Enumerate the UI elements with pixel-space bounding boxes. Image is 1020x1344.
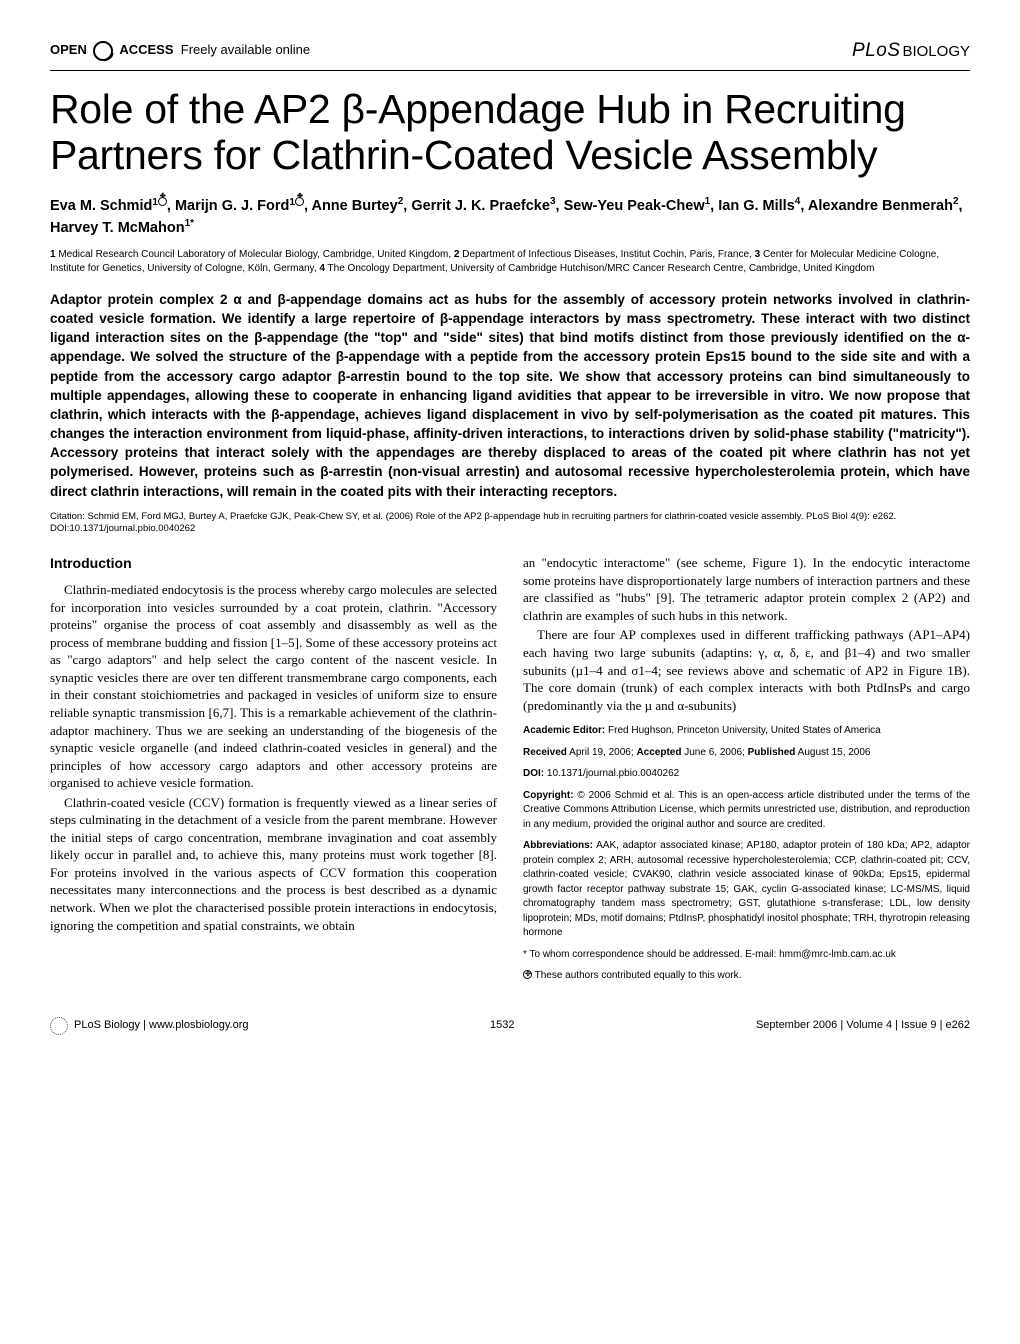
equal-contribution-note: ☯ These authors contributed equally to t… xyxy=(523,969,970,984)
column-left: Introduction Clathrin-mediated endocytos… xyxy=(50,554,497,990)
open-access-prefix: OPEN xyxy=(50,42,87,57)
citation: Citation: Schmid EM, Ford MGJ, Burtey A,… xyxy=(50,511,970,537)
page: OPEN ACCESS Freely available online PLoS… xyxy=(0,0,1020,1059)
author: Ian G. Mills4 xyxy=(718,198,800,214)
author: Sew-Yeu Peak-Chew1 xyxy=(564,198,711,214)
footer-issue-info: September 2006 | Volume 4 | Issue 9 | e2… xyxy=(756,1018,970,1033)
column-right: an "endocytic interactome" (see scheme, … xyxy=(523,554,970,990)
intro-paragraph-3: an "endocytic interactome" (see scheme, … xyxy=(523,554,970,624)
abbreviations: Abbreviations: AAK, adaptor associated k… xyxy=(523,839,970,941)
abstract: Adaptor protein complex 2 α and β-append… xyxy=(50,290,970,501)
author: Alexandre Benmerah2 xyxy=(808,198,959,214)
open-access-icon xyxy=(93,41,113,61)
top-bar: OPEN ACCESS Freely available online PLoS… xyxy=(50,38,970,71)
article-meta: Academic Editor: Fred Hughson, Princeton… xyxy=(523,724,970,984)
author: Marijn G. J. Ford1 xyxy=(175,198,304,214)
body-columns: Introduction Clathrin-mediated endocytos… xyxy=(50,554,970,990)
footer-journal-url: PLoS Biology | www.plosbiology.org xyxy=(74,1018,248,1033)
author: Eva M. Schmid1 xyxy=(50,198,167,214)
history-dates: Received April 19, 2006; Accepted June 6… xyxy=(523,746,970,761)
journal-logo-main: PLoS xyxy=(852,40,900,61)
section-heading-introduction: Introduction xyxy=(50,554,497,573)
journal-logo-sub: BIOLOGY xyxy=(902,43,970,60)
equal-contrib-icon xyxy=(158,197,167,206)
doi: DOI: 10.1371/journal.pbio.0040262 xyxy=(523,767,970,782)
intro-paragraph-4: There are four AP complexes used in diff… xyxy=(523,626,970,714)
author: Harvey T. McMahon1* xyxy=(50,220,194,236)
author: Anne Burtey2 xyxy=(311,198,403,214)
copyright: Copyright: © 2006 Schmid et al. This is … xyxy=(523,789,970,833)
article-title: Role of the AP2 β-Appendage Hub in Recru… xyxy=(50,87,970,179)
academic-editor: Academic Editor: Fred Hughson, Princeton… xyxy=(523,724,970,739)
open-access-suffix: ACCESS xyxy=(119,42,173,57)
intro-paragraph-1: Clathrin-mediated endocytosis is the pro… xyxy=(50,581,497,792)
author: Gerrit J. K. Praefcke3 xyxy=(411,198,555,214)
intro-paragraph-2: Clathrin-coated vesicle (CCV) formation … xyxy=(50,794,497,934)
journal-logo: PLoSBIOLOGY xyxy=(852,38,970,64)
page-footer: PLoS Biology | www.plosbiology.org 1532 … xyxy=(50,1017,970,1035)
corresponding-author: * To whom correspondence should be addre… xyxy=(523,948,970,963)
footer-page-number: 1532 xyxy=(490,1018,514,1033)
footer-left: PLoS Biology | www.plosbiology.org xyxy=(50,1017,248,1035)
open-access-tagline: Freely available online xyxy=(181,42,310,57)
open-access-badge: OPEN ACCESS Freely available online xyxy=(50,41,310,61)
author-list: Eva M. Schmid1, Marijn G. J. Ford1, Anne… xyxy=(50,196,970,240)
equal-contrib-icon xyxy=(523,970,532,979)
footer-logo-icon xyxy=(50,1017,68,1035)
affiliations: 1 Medical Research Council Laboratory of… xyxy=(50,248,970,276)
equal-contrib-icon xyxy=(295,197,304,206)
